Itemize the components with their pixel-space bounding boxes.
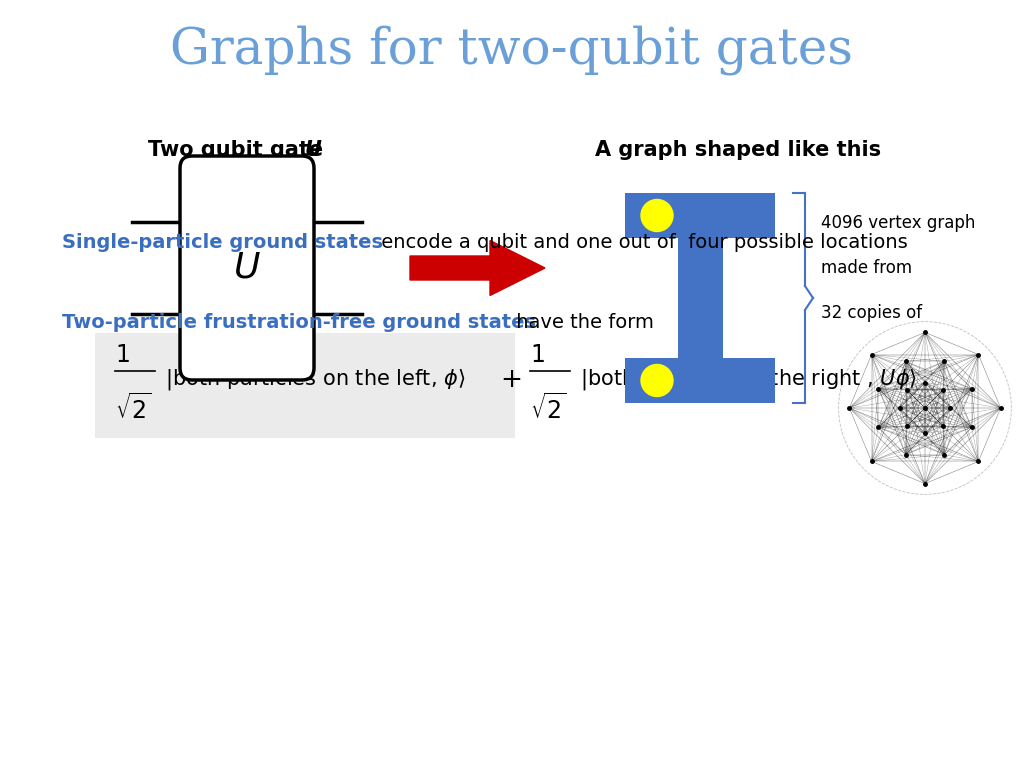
Text: Single-particle ground states: Single-particle ground states xyxy=(62,233,383,253)
Text: $\mathit{U}$: $\mathit{U}$ xyxy=(233,251,261,285)
Text: Graphs for two-qubit gates: Graphs for two-qubit gates xyxy=(171,25,853,75)
Text: $+$: $+$ xyxy=(500,367,521,393)
Bar xyxy=(95,333,515,438)
Text: $\sqrt{2}$: $\sqrt{2}$ xyxy=(115,393,152,423)
Circle shape xyxy=(641,365,673,396)
Text: Two-particle frustration-free ground states: Two-particle frustration-free ground sta… xyxy=(62,313,536,333)
Text: $1$: $1$ xyxy=(530,343,545,367)
Text: U: U xyxy=(305,140,322,160)
Bar xyxy=(678,238,723,358)
Text: $1$: $1$ xyxy=(115,343,130,367)
Text: Two qubit gate: Two qubit gate xyxy=(148,140,331,160)
Bar xyxy=(625,358,775,403)
Text: $\sqrt{2}$: $\sqrt{2}$ xyxy=(530,393,566,423)
Text: have the form: have the form xyxy=(510,313,654,333)
Circle shape xyxy=(641,200,673,231)
Text: A graph shaped like this: A graph shaped like this xyxy=(595,140,881,160)
Text: 32 copies of: 32 copies of xyxy=(821,304,923,322)
FancyBboxPatch shape xyxy=(180,156,314,380)
Text: $|$both particles on the left, $\phi\rangle$: $|$both particles on the left, $\phi\ran… xyxy=(165,368,465,392)
Text: made from: made from xyxy=(821,259,912,277)
Text: encode a qubit and one out of  four possible locations: encode a qubit and one out of four possi… xyxy=(375,233,907,253)
Text: 4096 vertex graph: 4096 vertex graph xyxy=(821,214,976,232)
Polygon shape xyxy=(410,240,545,296)
Text: $|$both particles on the right , $U\phi\rangle$: $|$both particles on the right , $U\phi\… xyxy=(580,368,918,392)
Bar xyxy=(625,193,775,238)
